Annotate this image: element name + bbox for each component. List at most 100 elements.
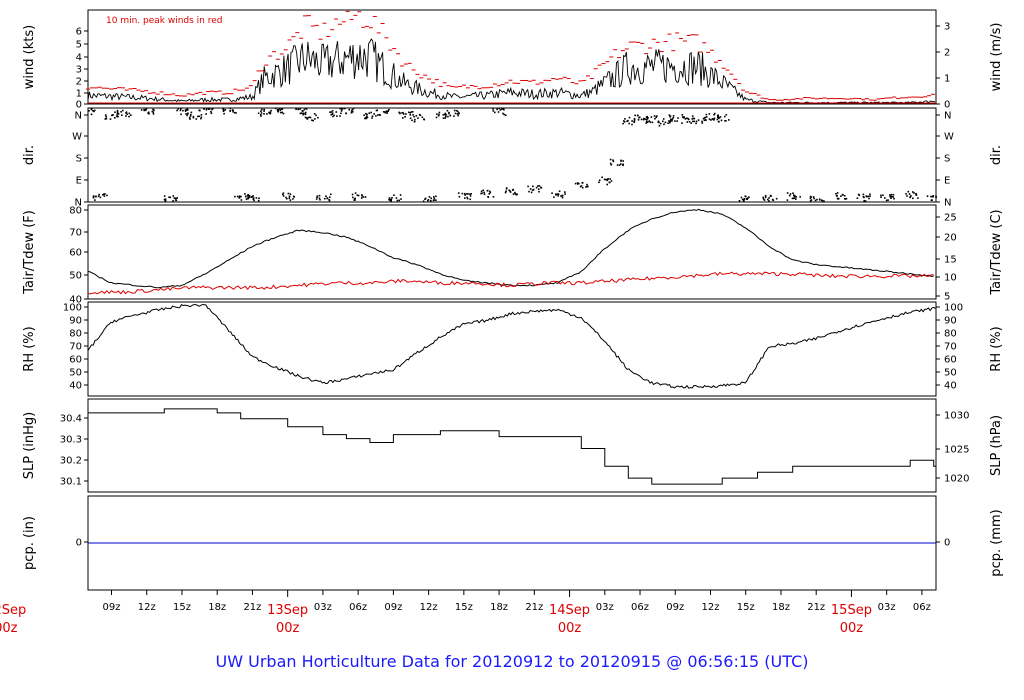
- direction-point: [332, 115, 334, 118]
- direction-point: [695, 122, 697, 125]
- direction-point: [186, 114, 188, 117]
- direction-point: [809, 197, 812, 200]
- direction-point: [422, 200, 425, 202]
- direction-point: [97, 195, 100, 198]
- x-day-sublabel: 00z: [276, 621, 300, 636]
- direction-point: [316, 196, 318, 198]
- direction-point: [286, 197, 288, 200]
- direction-point: [280, 111, 282, 114]
- direction-point: [836, 192, 839, 194]
- direction-point: [738, 200, 741, 202]
- rh-left-tick-label: 90: [69, 316, 82, 327]
- direction-point: [671, 120, 673, 122]
- x-hour-label: 18z: [490, 602, 508, 613]
- direction-point: [701, 120, 703, 123]
- rh-frame: [87, 301, 937, 397]
- direction-point: [711, 118, 714, 120]
- direction-point: [261, 108, 263, 111]
- direction-point: [862, 195, 865, 198]
- direction-point: [869, 195, 871, 197]
- slp-panel: SLP (inHg) SLP (hPa) 30.1 30.2 30.3 30.4 1020 1…: [22, 398, 1004, 493]
- direction-point: [702, 117, 705, 120]
- dir-right-tick-label: E: [944, 176, 950, 187]
- direction-points: [88, 107, 937, 202]
- direction-point: [417, 117, 419, 119]
- direction-point: [145, 107, 148, 110]
- direction-point: [238, 196, 241, 199]
- direction-point: [794, 195, 796, 197]
- direction-point: [717, 115, 719, 117]
- wind-left-tick-label: 0: [76, 100, 82, 111]
- direction-point: [151, 110, 154, 113]
- rh-left-tick-label: 80: [69, 329, 82, 340]
- direction-point: [153, 109, 155, 112]
- direction-point: [121, 114, 123, 116]
- wind-left-tick-label: 6: [76, 27, 82, 38]
- direction-point: [529, 188, 532, 190]
- direction-point: [208, 108, 211, 110]
- direction-point: [331, 112, 334, 114]
- direction-point: [645, 122, 648, 124]
- direction-point: [229, 107, 232, 110]
- direction-point: [636, 114, 639, 117]
- direction-point: [443, 113, 446, 116]
- direction-point: [746, 198, 748, 200]
- direction-point: [421, 116, 424, 119]
- direction-point: [176, 109, 178, 112]
- direction-point: [457, 114, 459, 117]
- direction-point: [244, 195, 247, 198]
- wind-left-tick-label: 1: [76, 89, 82, 100]
- direction-point: [297, 108, 299, 111]
- x-hour-label: 09z: [384, 602, 402, 613]
- direction-point: [341, 107, 343, 110]
- direction-point: [411, 111, 414, 113]
- direction-point: [503, 113, 505, 116]
- direction-point: [120, 111, 122, 113]
- rh-left-tick-label: 40: [69, 381, 82, 392]
- direction-point: [260, 115, 262, 117]
- direction-point: [260, 114, 262, 116]
- direction-point: [926, 195, 929, 197]
- direction-point: [670, 118, 672, 121]
- rh-right-tick-label: 90: [944, 316, 957, 327]
- direction-point: [330, 111, 333, 113]
- direction-point: [585, 186, 587, 188]
- direction-point: [668, 114, 671, 116]
- direction-point: [487, 196, 489, 198]
- direction-point: [710, 119, 712, 121]
- direction-point: [350, 111, 353, 114]
- direction-point: [609, 178, 611, 180]
- x-hour-label: 21z: [525, 602, 543, 613]
- direction-point: [480, 192, 482, 195]
- direction-point: [502, 112, 504, 115]
- direction-point: [247, 197, 249, 200]
- direction-point: [433, 196, 435, 198]
- direction-point: [371, 117, 373, 119]
- direction-point: [251, 196, 253, 198]
- direction-point: [768, 200, 770, 202]
- direction-point: [164, 198, 167, 200]
- direction-point: [200, 116, 203, 119]
- direction-point: [713, 119, 715, 121]
- direction-point: [912, 197, 914, 200]
- direction-point: [245, 198, 248, 200]
- direction-point: [188, 116, 191, 119]
- direction-point: [608, 181, 611, 184]
- direction-point: [470, 193, 472, 195]
- direction-point: [581, 181, 584, 184]
- direction-point: [725, 120, 727, 122]
- direction-point: [681, 116, 684, 118]
- direction-point: [386, 112, 388, 114]
- direction-point: [905, 193, 907, 195]
- direction-point: [365, 112, 367, 115]
- direction-point: [772, 199, 775, 202]
- direction-point: [379, 114, 381, 116]
- direction-point: [505, 190, 507, 192]
- direction-point: [645, 120, 648, 123]
- direction-point: [907, 190, 910, 193]
- direction-point: [502, 107, 504, 110]
- direction-point: [316, 195, 319, 197]
- direction-point: [609, 162, 612, 165]
- direction-point: [103, 195, 106, 197]
